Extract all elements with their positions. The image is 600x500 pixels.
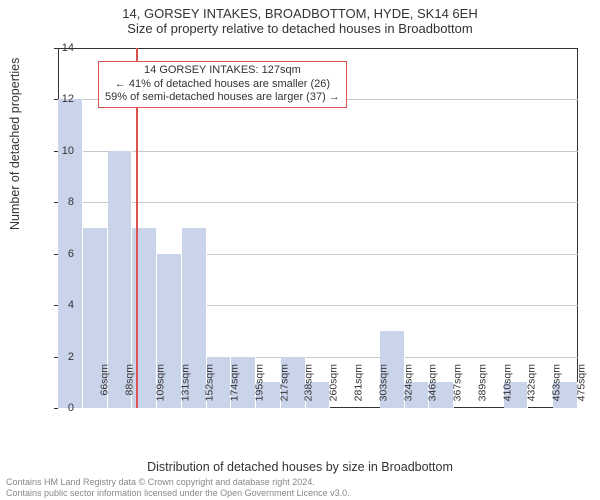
xtick-label: 217sqm — [278, 364, 290, 401]
ytick-label: 2 — [50, 351, 74, 363]
xtick-label: 389sqm — [476, 364, 488, 401]
xtick-label: 260sqm — [328, 364, 340, 401]
ytick-label: 14 — [50, 42, 74, 54]
ytick-label: 0 — [50, 402, 74, 414]
xtick-label: 109sqm — [154, 364, 166, 401]
xtick-label: 303sqm — [377, 364, 389, 401]
ytick-label: 6 — [50, 248, 74, 260]
y-axis-label: Number of detached properties — [8, 58, 22, 230]
xtick-label: 475sqm — [575, 364, 587, 401]
xtick-label: 367sqm — [451, 364, 463, 401]
xtick-label: 281sqm — [352, 364, 364, 401]
xtick-label: 324sqm — [402, 364, 414, 401]
annotation-line3: 59% of semi-detached houses are larger (… — [105, 91, 340, 105]
annotation-line2: ← 41% of detached houses are smaller (26… — [105, 78, 340, 92]
xtick-label: 66sqm — [99, 364, 111, 396]
ytick-label: 4 — [50, 299, 74, 311]
xtick-label: 174sqm — [229, 364, 241, 401]
annotation-box: 14 GORSEY INTAKES: 127sqm← 41% of detach… — [98, 61, 347, 108]
xtick-label: 195sqm — [253, 364, 265, 401]
chart-title-line2: Size of property relative to detached ho… — [0, 21, 600, 36]
xtick-label: 410sqm — [501, 364, 513, 401]
annotation-line1: 14 GORSEY INTAKES: 127sqm — [105, 64, 340, 78]
footer-line2: Contains public sector information licen… — [6, 488, 350, 498]
chart-title-block: 14, GORSEY INTAKES, BROADBOTTOM, HYDE, S… — [0, 0, 600, 36]
xtick-label: 238sqm — [303, 364, 315, 401]
xtick-label: 88sqm — [124, 364, 136, 396]
x-axis-label: Distribution of detached houses by size … — [0, 460, 600, 474]
footer-attribution: Contains HM Land Registry data © Crown c… — [6, 477, 350, 498]
xtick-label: 432sqm — [526, 364, 538, 401]
footer-line1: Contains HM Land Registry data © Crown c… — [6, 477, 350, 487]
xtick-label: 453sqm — [550, 364, 562, 401]
ytick-label: 10 — [50, 145, 74, 157]
xtick-label: 131sqm — [179, 364, 191, 401]
xtick-label: 346sqm — [427, 364, 439, 401]
ytick-label: 8 — [50, 196, 74, 208]
ytick-label: 12 — [50, 93, 74, 105]
xtick-label: 152sqm — [204, 364, 216, 401]
chart-title-line1: 14, GORSEY INTAKES, BROADBOTTOM, HYDE, S… — [0, 6, 600, 21]
